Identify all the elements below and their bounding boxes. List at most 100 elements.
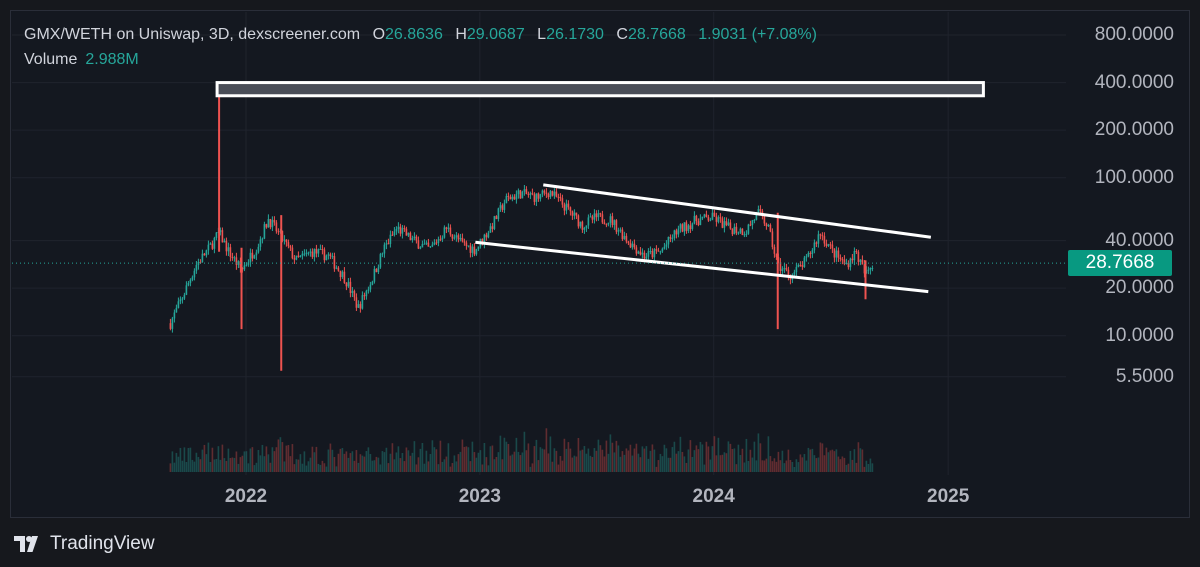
volume-bar [311, 446, 314, 472]
volume-bar [297, 459, 300, 472]
candle-body [471, 246, 474, 253]
volume-bar [413, 441, 416, 472]
volume-bar [213, 459, 216, 472]
volume-bar [497, 452, 500, 472]
volume-bar [665, 448, 668, 472]
volume-bar [827, 452, 830, 472]
volume-bar [331, 449, 334, 472]
price-tick-label: 200.0000 [1094, 119, 1174, 141]
volume-bar [843, 457, 846, 472]
candle-body [651, 251, 654, 258]
candle-body [835, 250, 838, 258]
volume-bar [589, 455, 592, 472]
candle-body [267, 218, 270, 228]
candle-body [871, 267, 874, 269]
candle-body [487, 232, 490, 238]
volume-bar [799, 454, 802, 472]
volume-bar [791, 461, 794, 472]
volume-bar [567, 442, 570, 472]
candle-body [543, 190, 546, 193]
candle-body [635, 247, 638, 254]
candle-body [327, 254, 330, 256]
candle-body [805, 256, 808, 258]
candle-body [393, 231, 396, 236]
volume-bar [705, 441, 708, 472]
candle-body [273, 219, 276, 223]
volume-bar [237, 463, 240, 472]
candle-body [197, 261, 200, 266]
candle-body [823, 236, 826, 244]
candle-body [861, 259, 864, 265]
volume-bar [283, 461, 286, 472]
candle-body [771, 231, 774, 248]
candle-body [475, 249, 478, 255]
volume-bar [715, 455, 718, 472]
candle-body [631, 243, 634, 248]
volume-bar [741, 448, 744, 472]
volume-bar [587, 448, 590, 472]
candle-body [557, 196, 560, 198]
volume-bar [261, 444, 264, 472]
volume-bar [573, 455, 576, 472]
candle-body [583, 227, 586, 230]
volume-bar [525, 450, 528, 472]
candle-body [231, 256, 234, 259]
volume-bar [729, 443, 732, 472]
volume-bar [281, 442, 284, 472]
candle-body [729, 222, 732, 229]
candle-body [255, 252, 258, 256]
candle-body [797, 264, 800, 267]
candle-body [187, 282, 190, 286]
candle-body [505, 196, 508, 204]
candle-body [291, 247, 294, 259]
volume-bar [185, 461, 188, 472]
volume-bar [805, 460, 808, 472]
candle-body [781, 268, 784, 271]
volume-bar [697, 449, 700, 472]
candle-body [491, 226, 494, 229]
candle-body [425, 242, 428, 244]
volume-bar [257, 449, 260, 472]
volume-bar [479, 450, 482, 472]
volume-bar [415, 464, 418, 472]
volume-bar [211, 447, 214, 472]
volume-bar [747, 460, 750, 472]
volume-bar [341, 448, 344, 472]
candle-body [737, 232, 740, 234]
volume-bar [777, 451, 780, 472]
volume-bar [835, 449, 838, 472]
volume-bar [541, 448, 544, 472]
candle-body [185, 285, 188, 295]
volume-bar [773, 458, 776, 472]
volume-bar [301, 463, 304, 472]
candle-body [207, 244, 210, 251]
volume-bar [321, 460, 324, 472]
candle-body [663, 246, 666, 249]
candle-body [735, 226, 738, 233]
candle-body [585, 225, 588, 228]
volume-bar [437, 464, 440, 472]
candle-body [679, 224, 682, 229]
tradingview-logo[interactable]: TradingView [14, 532, 155, 556]
candle-body [329, 254, 332, 257]
candle-body [285, 239, 288, 243]
volume-bar [253, 465, 256, 472]
volume-bar [487, 465, 490, 472]
volume-bar [755, 460, 758, 472]
volume-bar [421, 442, 424, 472]
volume-bar [569, 448, 572, 472]
volume-bar [229, 458, 232, 472]
volume-bar [507, 443, 510, 472]
volume-bar [765, 458, 768, 472]
candle-body [695, 215, 698, 222]
volume-bar [273, 451, 276, 472]
volume-bar [407, 450, 410, 472]
candle-body [727, 222, 730, 226]
volume-bar [779, 460, 782, 472]
volume-bar [447, 443, 450, 472]
volume-bar [231, 457, 234, 472]
candle-body [643, 252, 646, 259]
volume-bar [801, 457, 804, 472]
candle-body [405, 228, 408, 236]
